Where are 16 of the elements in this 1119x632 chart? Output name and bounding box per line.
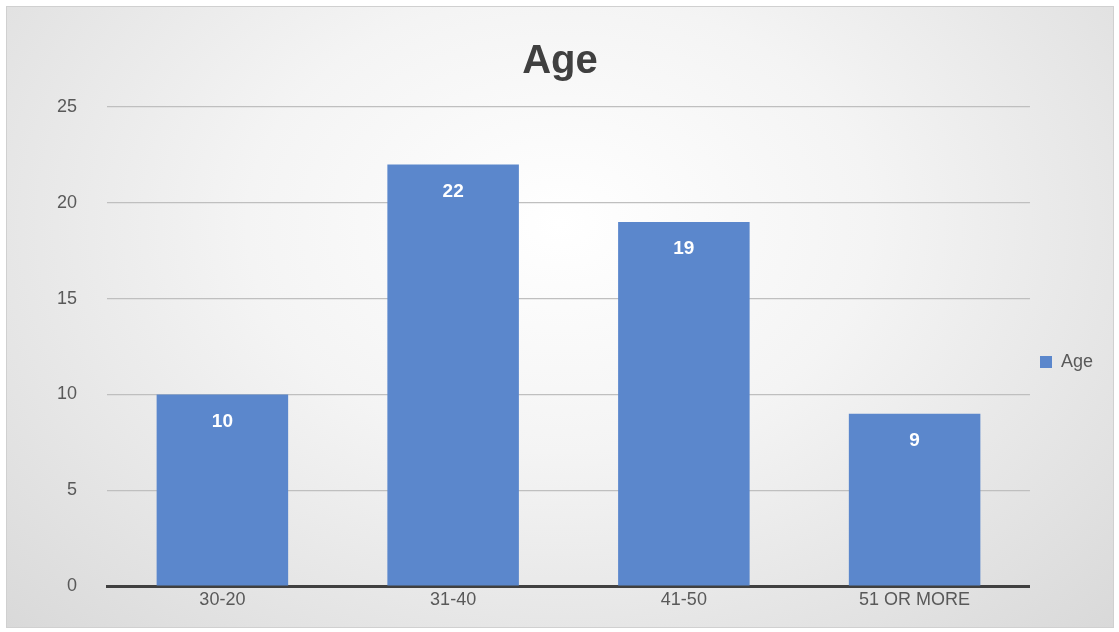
data-label: 19 bbox=[673, 237, 695, 259]
y-tick-label: 25 bbox=[56, 95, 78, 116]
data-label: 10 bbox=[211, 409, 233, 431]
y-tick-label: 10 bbox=[56, 383, 78, 404]
chart-title: Age bbox=[521, 37, 599, 82]
y-tick-label: 5 bbox=[67, 479, 78, 500]
x-tick-label: 41-50 bbox=[660, 588, 707, 609]
x-tick-label: 51 OR MORE bbox=[859, 588, 971, 609]
legend-label: Age bbox=[1060, 350, 1093, 371]
x-tick-label: 31-40 bbox=[430, 588, 477, 609]
data-label: 22 bbox=[442, 179, 464, 201]
x-tick-label: 30-20 bbox=[199, 588, 246, 609]
data-label: 9 bbox=[909, 428, 920, 450]
y-tick-label: 0 bbox=[67, 575, 78, 596]
y-tick-label: 15 bbox=[56, 287, 78, 308]
y-tick-label: 20 bbox=[56, 191, 78, 212]
